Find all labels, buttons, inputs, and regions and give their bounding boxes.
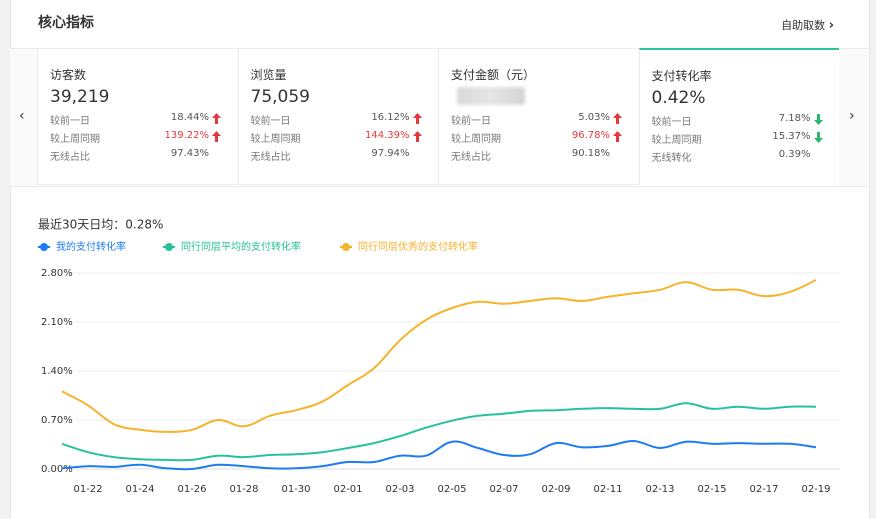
metric-title: 支付金额（元） xyxy=(451,68,536,82)
x-tick-label: 01-22 xyxy=(73,484,102,495)
x-tick-label: 01-30 xyxy=(281,484,310,495)
y-tick-label: 2.10% xyxy=(41,317,73,328)
x-tick-label: 01-28 xyxy=(229,484,258,495)
row-value: 97.43% xyxy=(170,148,209,159)
row-label: 较前一日 xyxy=(451,116,491,127)
x-tick-label: 02-07 xyxy=(489,484,518,495)
row-value: 144.39% xyxy=(365,130,410,141)
arrow-shape xyxy=(613,113,622,124)
self-service-link[interactable]: 自助取数 › xyxy=(781,18,834,33)
row-value: 0.39% xyxy=(778,149,811,160)
series-line xyxy=(61,439,817,471)
x-tick-label: 01-26 xyxy=(177,484,206,495)
y-tick-label: 0.70% xyxy=(41,415,73,426)
chart-subtitle: 最近30天日均：0.28% xyxy=(38,218,163,232)
metric-value: 39,219 xyxy=(50,87,110,107)
next-button[interactable]: › xyxy=(849,108,855,124)
arrow-shape xyxy=(813,114,823,125)
y-tick-label: 0.00% xyxy=(41,464,73,475)
legend-label: 同行同层优秀的支付转化率 xyxy=(358,240,478,253)
trend-arrow xyxy=(613,113,622,124)
trend-arrow xyxy=(212,113,221,124)
row-value: 18.44% xyxy=(170,112,209,123)
row-value: 139.22% xyxy=(164,130,210,141)
row-label: 无线占比 xyxy=(250,152,291,163)
chart: 最近30天日均：0.28% 0.00% 0.70% 1.40% 2.10% 2.80% 0… xyxy=(38,218,840,495)
legend-label: 我的支付转化率 xyxy=(56,240,126,253)
row-value: 15.37% xyxy=(772,131,811,142)
x-tick-label: 02-05 xyxy=(437,484,466,495)
legend-dot xyxy=(165,243,173,251)
y-tick-label: 2.80% xyxy=(41,268,73,279)
metric-card: 访客数 39,219 较前一日 18.44% 较上周同期 139.22% 无线占比 97.43… xyxy=(37,48,237,185)
metric-card: 浏览量 75,059 较前一日 16.12% 较上周同期 144.39% 无线占比 97.94… xyxy=(237,48,438,185)
legend-label: 同行同层平均的支付转化率 xyxy=(181,240,301,253)
prev-button[interactable]: ‹ xyxy=(19,108,25,124)
blurred-value xyxy=(457,87,525,105)
row-label: 较上周同期 xyxy=(451,134,501,145)
x-tick-label: 02-03 xyxy=(385,484,414,495)
row-label: 较上周同期 xyxy=(50,134,100,145)
x-tick-label: 02-19 xyxy=(801,484,830,495)
row-value: 90.18% xyxy=(571,148,610,159)
trend-arrow xyxy=(813,114,823,125)
row-value: 96.78% xyxy=(571,130,610,141)
metric-value: 75,059 xyxy=(250,87,310,107)
row-label: 较前一日 xyxy=(651,117,692,128)
x-tick-label: 02-01 xyxy=(333,484,362,495)
row-value: 5.03% xyxy=(578,112,610,123)
metric-title: 浏览量 xyxy=(250,68,287,82)
arrow-shape xyxy=(813,132,823,143)
metric-value: 0.42% xyxy=(651,88,706,108)
series-line xyxy=(61,402,817,462)
row-label: 较上周同期 xyxy=(250,134,301,145)
legend-dot xyxy=(40,243,48,251)
link-text[interactable]: 自助取数 xyxy=(781,19,826,32)
series-line xyxy=(61,279,817,433)
row-value: 16.12% xyxy=(371,112,410,123)
x-tick-label: 01-24 xyxy=(125,484,154,495)
trend-arrow xyxy=(412,113,422,124)
metric-title: 访客数 xyxy=(50,68,87,82)
metric-card[interactable]: 支付转化率 0.42% 较前一日 7.18% 较上周同期 15.37% 无线转化 0.39% xyxy=(638,48,839,185)
row-value: 7.18% xyxy=(778,113,811,124)
row-label: 无线占比 xyxy=(50,152,90,163)
x-tick-label: 02-09 xyxy=(541,484,570,495)
row-label: 无线转化 xyxy=(651,153,692,164)
x-tick-label: 02-13 xyxy=(645,484,674,495)
trend-arrow xyxy=(212,131,221,142)
y-tick-label: 1.40% xyxy=(41,366,73,377)
arrow-shape xyxy=(212,113,221,124)
metric-title: 支付转化率 xyxy=(651,69,712,83)
trend-arrow xyxy=(813,132,823,143)
arrow-shape xyxy=(212,131,221,142)
arrow-shape xyxy=(412,131,422,142)
arrow-shape xyxy=(412,113,422,124)
row-label: 无线占比 xyxy=(451,152,491,163)
x-tick-label: 02-15 xyxy=(697,484,726,495)
row-label: 较前一日 xyxy=(50,116,90,127)
trend-arrow xyxy=(412,131,422,142)
trend-arrow xyxy=(613,131,622,142)
row-label: 较上周同期 xyxy=(651,135,702,146)
header-title: 核心指标 xyxy=(38,15,94,31)
row-label: 较前一日 xyxy=(250,116,291,127)
x-tick-label: 02-17 xyxy=(749,484,778,495)
row-value: 97.94% xyxy=(371,148,410,159)
legend-dot xyxy=(342,243,350,251)
metric-card: 支付金额（元） 较前一日 5.03% 较上周同期 96.78% 无线占比 90.18% xyxy=(438,48,638,185)
arrow-shape xyxy=(613,131,622,142)
x-tick-label: 02-11 xyxy=(593,484,622,495)
